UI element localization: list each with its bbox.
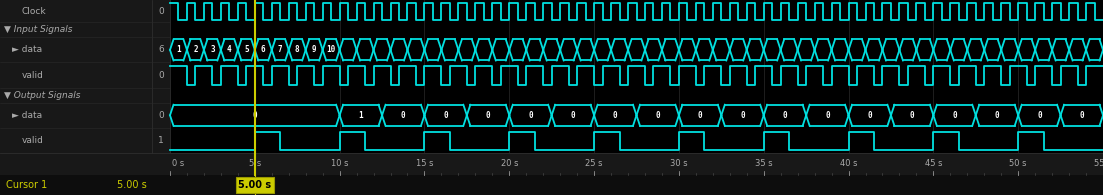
Text: 0: 0	[570, 111, 575, 120]
Text: 45 s: 45 s	[924, 160, 942, 168]
Text: valid: valid	[22, 71, 44, 80]
Text: 0: 0	[253, 111, 257, 120]
Text: 6: 6	[261, 45, 266, 54]
Bar	[0, 0, 170, 153]
Text: 1: 1	[158, 136, 164, 145]
Text: 1: 1	[176, 45, 181, 54]
Text: 0: 0	[867, 111, 872, 120]
Text: 0: 0	[740, 111, 745, 120]
Text: 9: 9	[312, 45, 317, 54]
Text: 7: 7	[278, 45, 282, 54]
Text: 0: 0	[825, 111, 829, 120]
Text: 0: 0	[783, 111, 788, 120]
Text: 0 s: 0 s	[172, 160, 184, 168]
Text: ▼ Output Signals: ▼ Output Signals	[4, 91, 81, 100]
Text: 1: 1	[358, 111, 363, 120]
Text: 5.00 s: 5.00 s	[238, 180, 271, 190]
Text: ► data: ► data	[12, 111, 42, 120]
Text: 10 s: 10 s	[331, 160, 349, 168]
Text: 0: 0	[952, 111, 957, 120]
Text: 2: 2	[193, 45, 197, 54]
Text: 0: 0	[910, 111, 914, 120]
Text: 0: 0	[443, 111, 448, 120]
Bar	[0, 175, 1103, 195]
Text: 0: 0	[158, 71, 164, 80]
Text: 5.00 s: 5.00 s	[117, 180, 147, 190]
Text: 50 s: 50 s	[1009, 160, 1027, 168]
Text: 0: 0	[613, 111, 618, 120]
Text: 10: 10	[326, 45, 335, 54]
Text: 55 s: 55 s	[1094, 160, 1103, 168]
Text: Clock: Clock	[22, 7, 46, 16]
Text: ▼ Input Signals: ▼ Input Signals	[4, 25, 73, 34]
Text: 20 s: 20 s	[501, 160, 518, 168]
Text: 0: 0	[158, 111, 164, 120]
Text: 0: 0	[655, 111, 660, 120]
Text: 15 s: 15 s	[416, 160, 433, 168]
Text: 6: 6	[158, 45, 164, 54]
Text: Cursor 1: Cursor 1	[6, 180, 47, 190]
Text: 25 s: 25 s	[586, 160, 603, 168]
Text: 8: 8	[295, 45, 300, 54]
Text: 5 s: 5 s	[248, 160, 261, 168]
Text: 0: 0	[400, 111, 406, 120]
Bar	[0, 153, 1103, 175]
Text: 0: 0	[1080, 111, 1084, 120]
Text: ► data: ► data	[12, 45, 42, 54]
Text: 3: 3	[210, 45, 215, 54]
Text: 0: 0	[1037, 111, 1041, 120]
Text: 0: 0	[485, 111, 491, 120]
Text: valid: valid	[22, 136, 44, 145]
Text: 40 s: 40 s	[839, 160, 857, 168]
Text: 0: 0	[158, 7, 164, 16]
Text: 4: 4	[227, 45, 232, 54]
Bar	[170, 0, 1103, 153]
Text: 0: 0	[528, 111, 533, 120]
Text: 5: 5	[244, 45, 248, 54]
Bar	[236, 177, 274, 193]
Text: 0: 0	[995, 111, 999, 120]
Text: 30 s: 30 s	[671, 160, 688, 168]
Text: 35 s: 35 s	[754, 160, 772, 168]
Text: 0: 0	[698, 111, 703, 120]
